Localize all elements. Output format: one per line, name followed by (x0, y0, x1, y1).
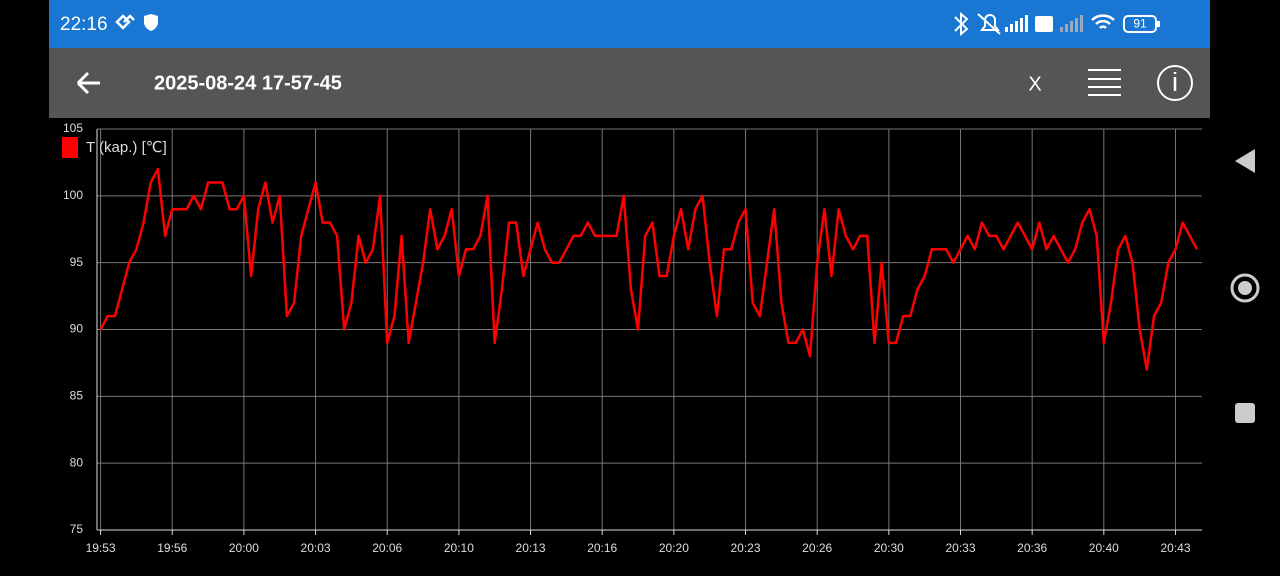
wifi-icon (1091, 14, 1115, 29)
signal-icon (1005, 15, 1028, 32)
info-button[interactable] (1157, 65, 1193, 101)
x-tick-label: 20:26 (802, 541, 832, 555)
legend-swatch (62, 137, 78, 158)
battery-tip (1157, 21, 1160, 27)
x-tick-label: 20:33 (945, 541, 975, 555)
y-tick-label: 105 (63, 121, 83, 135)
status-icon (144, 14, 158, 31)
status-icon (115, 14, 135, 30)
nav-home-dot (1238, 281, 1252, 295)
nav-back[interactable] (1235, 149, 1255, 173)
status-time: 22:16 (60, 14, 108, 35)
nav-recents[interactable] (1235, 403, 1255, 423)
x-tick-label: 20:36 (1017, 541, 1047, 555)
back-button[interactable] (76, 71, 100, 95)
toolbar-title: 2025-08-24 17-57-45 (154, 72, 342, 94)
y-tick-label: 90 (70, 322, 84, 336)
list-button[interactable] (1088, 69, 1121, 96)
x-tick-label: 20:16 (587, 541, 617, 555)
legend-label: T (kap.) [℃] (86, 139, 167, 156)
x-tick-label: 20:30 (874, 541, 904, 555)
x-tick-label: 20:23 (731, 541, 761, 555)
y-tick-label: 75 (70, 522, 84, 536)
bluetooth-icon (954, 11, 969, 37)
mute-icon (977, 13, 1001, 35)
x-tick-label: 20:43 (1160, 541, 1190, 555)
x-tick-label: 19:53 (86, 541, 116, 555)
toolbar (49, 48, 1210, 118)
x-tick-label: 20:13 (516, 541, 546, 555)
x-tick-label: 20:20 (659, 541, 689, 555)
nav-home[interactable] (1230, 273, 1260, 303)
volte-icon (1035, 16, 1053, 32)
battery-icon (1123, 15, 1157, 33)
battery-level: 91 (1133, 17, 1147, 31)
y-tick-label: 80 (70, 455, 84, 469)
x-tick-label: 19:56 (157, 541, 187, 555)
chart: 75 80 85 90 95 100 105 19:53 19:56 20:00 20:03 20:0… (62, 121, 1202, 555)
data-line (99, 167, 1199, 371)
y-tick-label: 85 (70, 389, 84, 403)
x-tick-label: 20:10 (444, 541, 474, 555)
x-tick-label: 20:06 (372, 541, 402, 555)
signal-icon (1060, 15, 1083, 32)
x-tick-label: 20:40 (1089, 541, 1119, 555)
x-tick-label: 20:03 (301, 541, 331, 555)
close-button[interactable]: X (1028, 73, 1041, 95)
x-tick-label: 20:00 (229, 541, 259, 555)
y-tick-label: 95 (70, 255, 84, 269)
y-tick-label: 100 (63, 188, 83, 202)
